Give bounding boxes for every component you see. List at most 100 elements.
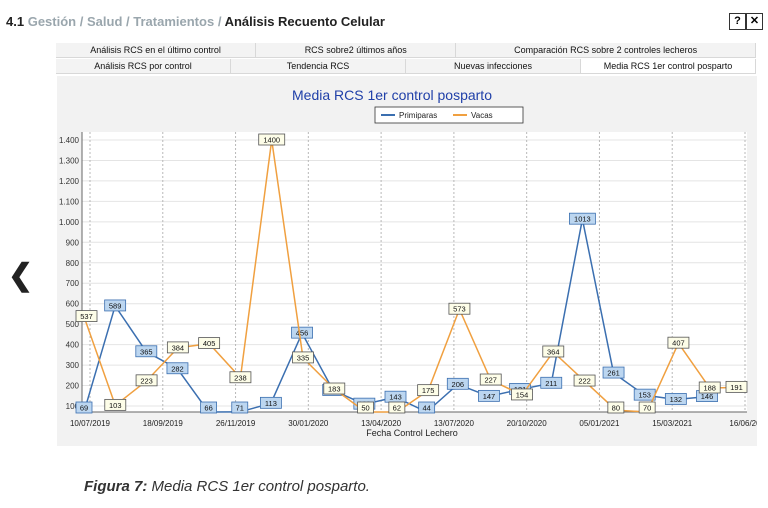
breadcrumb-salud[interactable]: Salud — [86, 14, 123, 29]
page-title: Análisis Recuento Celular — [224, 14, 385, 29]
data-label-box — [418, 401, 436, 414]
breadcrumb-gestion[interactable]: Gestión — [27, 14, 77, 29]
data-label-box — [166, 362, 189, 375]
y-tick-label: 1.200 — [59, 177, 80, 186]
data-label-box — [104, 398, 127, 411]
data-label-box — [200, 401, 218, 414]
data-label: 70 — [643, 404, 651, 413]
data-label: 71 — [236, 404, 244, 413]
tab-tendencia-rcs[interactable]: Tendencia RCS — [231, 59, 406, 74]
data-label: 1400 — [263, 136, 280, 145]
data-label: 66 — [204, 404, 212, 413]
y-tick-label: 500 — [66, 320, 80, 329]
y-tick-label: 400 — [66, 341, 80, 350]
data-label: 223 — [140, 376, 153, 385]
data-label-box — [104, 299, 127, 312]
tab-row-2: Análisis RCS por control Tendencia RCS N… — [56, 59, 756, 74]
data-label-box — [166, 341, 189, 354]
data-label-box — [259, 396, 282, 409]
x-tick-label: 20/10/2020 — [507, 419, 548, 428]
section-number: 4.1 — [6, 14, 25, 29]
data-label-box — [667, 336, 690, 349]
y-tick-label: 1.100 — [59, 197, 80, 206]
data-label: 132 — [670, 395, 683, 404]
series-line-vacas — [83, 139, 742, 413]
y-tick-label: 200 — [66, 382, 80, 391]
data-label-box — [231, 401, 249, 414]
tab-row-1: Análisis RCS en el último control RCS so… — [56, 43, 756, 58]
y-tick-label: 1.000 — [59, 218, 80, 227]
data-label: 175 — [422, 386, 435, 395]
x-tick-label: 10/07/2019 — [70, 419, 111, 428]
data-label: 44 — [422, 404, 430, 413]
data-label-box — [291, 326, 313, 339]
y-tick-label: 1.300 — [59, 156, 80, 165]
data-label-box — [511, 388, 533, 401]
y-tick-label: 100 — [66, 402, 80, 411]
y-tick-label: 700 — [66, 279, 80, 288]
data-label-box — [602, 366, 625, 379]
tab-nuevas-infecciones[interactable]: Nuevas infecciones — [406, 59, 581, 74]
chevron-left-icon[interactable]: ❮ — [8, 259, 34, 292]
data-label-box — [540, 376, 563, 389]
data-label-box — [135, 345, 158, 358]
data-label: 188 — [703, 383, 716, 392]
tab-rcs-2-anos[interactable]: RCS sobre2 últimos años — [256, 43, 457, 58]
data-label-box — [417, 384, 440, 397]
tab-bar: Análisis RCS en el último control RCS so… — [56, 41, 756, 75]
data-label: 365 — [140, 347, 153, 356]
x-tick-label: 18/09/2019 — [143, 419, 184, 428]
data-label-box — [75, 401, 93, 414]
data-label-box — [292, 351, 314, 364]
data-label-box — [198, 337, 221, 349]
breadcrumb-separator: / — [79, 14, 84, 29]
data-label-box — [664, 393, 687, 405]
x-tick-label: 15/03/2021 — [652, 419, 693, 428]
figure-caption: Figura 7: Media RCS 1er control posparto… — [84, 478, 370, 495]
data-label: 153 — [638, 391, 651, 400]
chart-title: Media RCS 1er control posparto — [292, 87, 492, 103]
x-tick-label: 26/11/2019 — [216, 419, 256, 428]
data-label: 537 — [80, 312, 93, 321]
tab-analisis-por-control[interactable]: Análisis RCS por control — [56, 59, 231, 74]
data-label: 238 — [234, 373, 247, 382]
chart-svg: 100 200 300 400 500 600 700 800 900 1.000 1.100 1.2… — [39, 87, 761, 438]
x-tick-label: 30/01/2020 — [288, 419, 329, 428]
x-tick-label: 13/04/2020 — [361, 419, 402, 428]
y-tick-label: 1.400 — [59, 136, 80, 145]
data-label-box — [478, 389, 500, 402]
data-label: 191 — [730, 383, 743, 392]
tab-media-rcs-posparto[interactable]: Media RCS 1er control posparto — [581, 59, 756, 74]
data-label-box — [323, 382, 346, 395]
help-button[interactable]: ? — [729, 13, 746, 30]
data-label: 573 — [453, 305, 466, 314]
data-label: 113 — [265, 399, 277, 408]
data-label: 50 — [361, 404, 369, 413]
breadcrumb: 4.1 Gestión / Salud / Tratamientos / Aná… — [6, 14, 385, 29]
chart-panel: 100 200 300 400 500 600 700 800 900 1.000 1.100 1.2… — [39, 76, 761, 446]
tab-analisis-ultimo-control[interactable]: Análisis RCS en el último control — [56, 43, 257, 58]
tab-comparacion-rcs[interactable]: Comparación RCS sobre 2 controles lecher… — [456, 43, 756, 58]
close-button[interactable]: ✕ — [746, 13, 763, 30]
breadcrumb-tratamientos[interactable]: Tratamientos — [133, 14, 215, 29]
y-tick-label: 900 — [66, 238, 80, 247]
data-label: 282 — [171, 364, 184, 373]
legend-label-1: Vacas — [471, 111, 493, 120]
data-label-box — [258, 133, 286, 146]
x-axis-label: Fecha Control Lechero — [366, 428, 458, 438]
breadcrumb-separator: / — [126, 14, 130, 29]
data-label: 384 — [172, 343, 185, 352]
data-label: 103 — [109, 401, 122, 410]
data-label: 69 — [80, 404, 88, 413]
data-label: 146 — [701, 392, 714, 401]
data-label-box — [446, 377, 469, 390]
legend-label-0: Primiparas — [399, 111, 437, 120]
data-label: 206 — [452, 380, 465, 389]
window-titlebar: 4.1 Gestión / Salud / Tratamientos / Aná… — [0, 10, 763, 34]
data-label-box — [607, 401, 625, 414]
data-label-box — [479, 373, 502, 386]
data-label: 1013 — [574, 215, 591, 224]
data-label: 147 — [483, 392, 496, 401]
y-tick-label: 600 — [66, 300, 80, 309]
data-label-box — [448, 302, 471, 315]
